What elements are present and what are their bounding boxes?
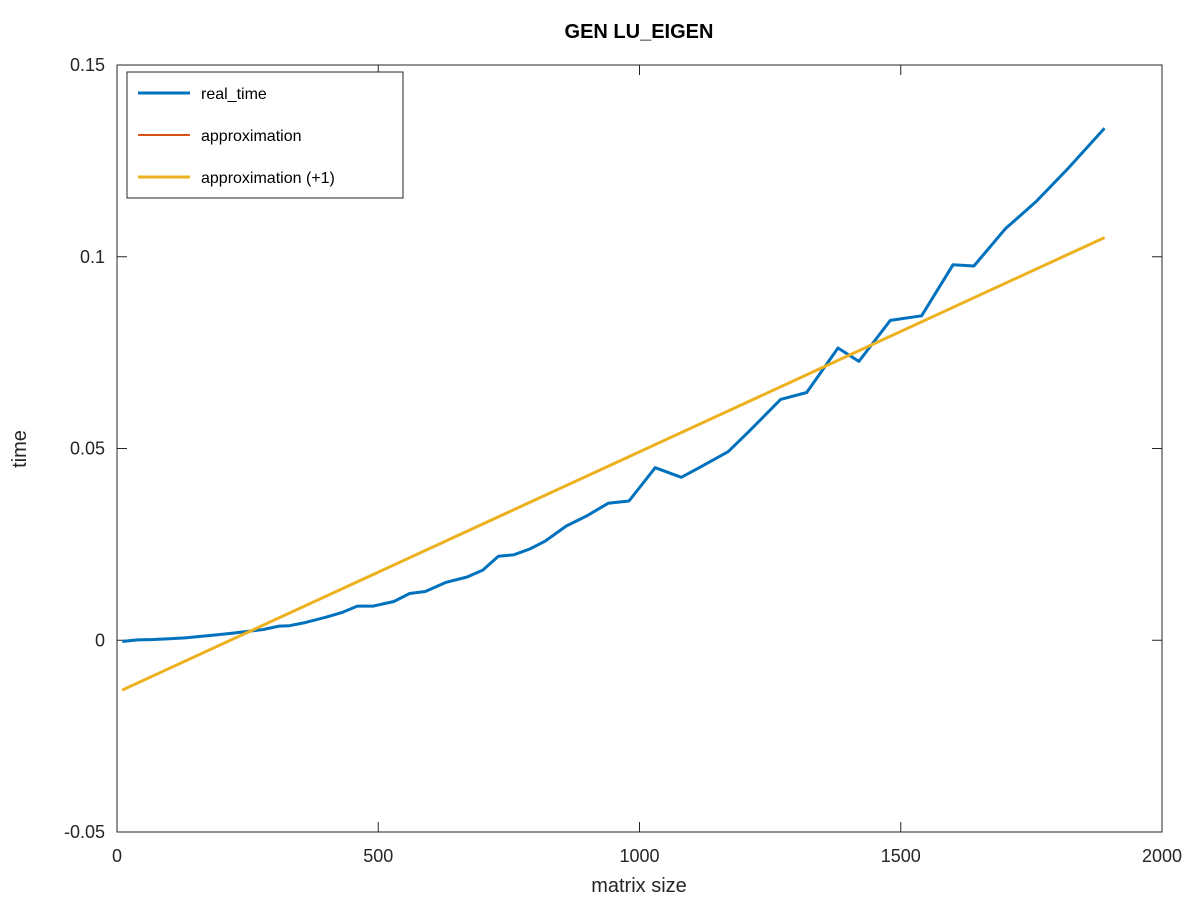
legend-label-approximation-plus-1: approximation (+1): [201, 170, 335, 187]
x-tick-label: 500: [363, 846, 393, 866]
x-tick-label: 2000: [1142, 846, 1182, 866]
series-layer: [121, 127, 1106, 692]
y-tick-label: 0.15: [70, 55, 105, 75]
legend: real_time approximation approximation (+…: [126, 71, 404, 199]
y-tick-label: 0: [95, 630, 105, 650]
y-tick-label: -0.05: [64, 822, 105, 842]
y-tick-label: 0.05: [70, 439, 105, 459]
legend-label-real-time: real_time: [201, 86, 267, 103]
legend-label-approximation: approximation: [201, 128, 302, 145]
chart-title: GEN LU_EIGEN: [565, 21, 714, 43]
x-tick-label: 0: [112, 846, 122, 866]
axis-ticks: [116, 64, 1163, 833]
x-tick-label: 1500: [881, 846, 921, 866]
y-tick-label: 0.1: [80, 247, 105, 267]
x-tick-label: 1000: [619, 846, 659, 866]
series-line-real-time: [122, 127, 1106, 643]
x-axis-label: matrix size: [591, 875, 687, 897]
series-line-approximation-plus-1: [121, 236, 1106, 692]
y-tick-labels: -0.05 0 0.05 0.1 0.15: [64, 55, 105, 842]
y-axis-label: time: [9, 430, 31, 468]
x-tick-labels: 0 500 1000 1500 2000: [112, 846, 1182, 866]
